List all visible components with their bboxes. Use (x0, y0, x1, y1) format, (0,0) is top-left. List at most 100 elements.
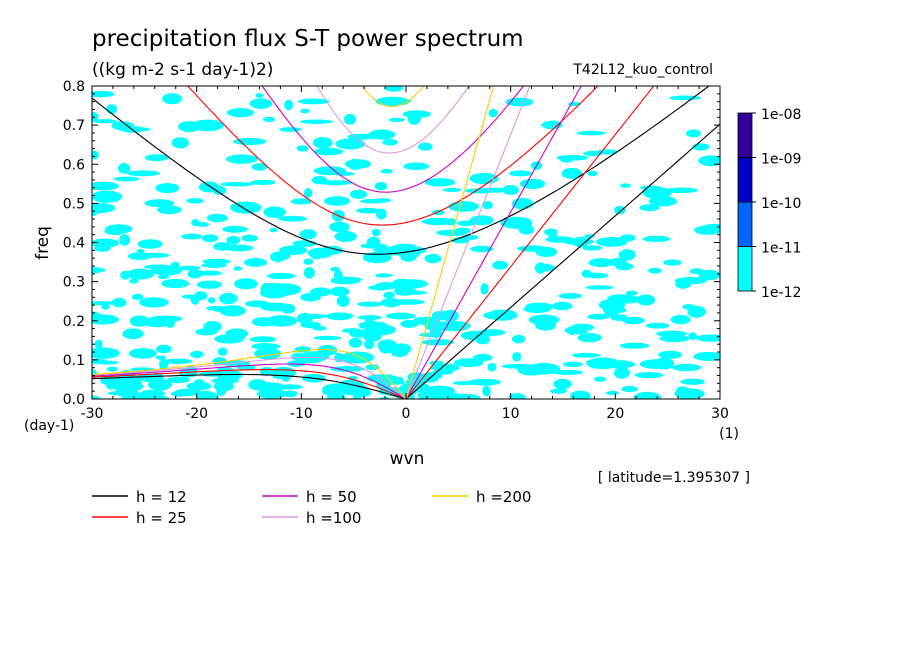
contour-blob (270, 251, 287, 262)
legend-label: h =200 (476, 488, 531, 506)
contour-blob (502, 184, 519, 195)
contour-blob (225, 328, 249, 339)
contour-blob (373, 198, 392, 203)
contour-blob (669, 95, 701, 101)
colorbar-swatch (737, 201, 753, 247)
contour-blob (111, 121, 134, 131)
contour-blob (216, 216, 226, 222)
contour-blob (383, 291, 395, 299)
contour-blob (698, 155, 720, 167)
y-tick-label: 0.8 (63, 79, 85, 95)
contour-blob (362, 252, 392, 264)
contour-blob (186, 198, 204, 204)
axis-ticks: -30 -20 -10 0 10 20 30 0.0 0.1 0.2 0.3 0.4 0.5 0.6 0.7… (63, 79, 729, 422)
contour-blob (300, 351, 330, 362)
contour-blob (92, 314, 119, 325)
contour-blob (279, 245, 308, 255)
contour-blob (703, 272, 717, 278)
contour-blob (207, 297, 216, 304)
y-tick-label: 0.4 (63, 236, 85, 252)
contour-blob (137, 239, 163, 249)
contour-blob (217, 347, 228, 356)
contour-blob (382, 139, 399, 146)
contour-blob (645, 322, 670, 329)
contour-blob (385, 312, 416, 320)
contour-blob (129, 278, 139, 284)
contour-blob (178, 121, 201, 133)
colorbar-label: 1e-08 (761, 107, 801, 123)
contour-blob (541, 120, 563, 130)
contour-blob (518, 224, 535, 235)
contour-blob (380, 168, 393, 174)
contour-blob (251, 163, 268, 171)
contour-blob (144, 199, 175, 208)
contour-blob (163, 358, 193, 364)
contour-blob (187, 269, 203, 279)
contour-blob (92, 190, 123, 203)
contour-blob (162, 93, 182, 105)
contour-blob (528, 314, 560, 325)
contour-blob (571, 352, 601, 358)
contour-blob (688, 332, 698, 340)
contour-blob (297, 98, 330, 105)
contour-blob (127, 252, 152, 260)
contour-blob (384, 86, 404, 92)
contour-blob (303, 267, 315, 279)
contour-blob (171, 137, 190, 149)
contour-blob (376, 208, 387, 220)
contour-blob (248, 379, 268, 391)
contour-blob (492, 260, 509, 270)
y-tick-label: 0.2 (63, 314, 85, 330)
contour-blob (480, 283, 489, 295)
contour-blob (195, 328, 218, 336)
contour-blob (594, 376, 607, 382)
contour-blob (587, 170, 598, 177)
curve-h200-gravity (361, 86, 425, 108)
colorbar-label: 1e-10 (761, 196, 801, 212)
contour-blob (92, 395, 100, 399)
contour-blob (278, 215, 308, 222)
contour-blob (348, 337, 363, 348)
contour-blob (379, 343, 394, 354)
contour-blob (170, 261, 180, 270)
contour-blob (642, 235, 671, 242)
contour-blob (116, 379, 140, 385)
contour-blob (483, 311, 509, 320)
contour-blob (117, 163, 131, 174)
contour-blob (694, 225, 720, 235)
contour-blob (299, 119, 334, 124)
contour-blob (312, 326, 327, 331)
contour-blob (307, 247, 333, 259)
contour-blob (92, 301, 117, 306)
contour-blob (300, 108, 310, 114)
contour-blob (245, 300, 270, 308)
contour-blob (262, 381, 274, 391)
y-unit-label: (day-1) (24, 418, 74, 434)
y-tick-label: 0.6 (63, 157, 85, 173)
colorbar: 1e-12 1e-11 1e-10 1e-09 1e-08 (737, 107, 801, 301)
contour-blob (365, 364, 380, 371)
contour-blob (523, 305, 551, 314)
contour-blob (608, 295, 642, 304)
contour-blob (558, 293, 583, 299)
curve-h100-gravity (316, 86, 470, 154)
contour-blob (244, 258, 268, 267)
contour-blob (106, 366, 118, 372)
y-tick-label: 0.3 (63, 275, 85, 291)
curve-h25-kelvin (405, 86, 655, 399)
dispersion-curves (92, 86, 720, 399)
contour-blob (587, 313, 609, 320)
contour-blob (157, 205, 182, 215)
contour-blob (241, 234, 258, 242)
contour-blob (269, 228, 278, 233)
contour-blob (581, 269, 592, 278)
contour-blob (511, 334, 526, 344)
y-tick-label: 0.5 (63, 196, 85, 212)
curve-h50-kelvin (405, 86, 582, 399)
contour-blob (193, 379, 205, 387)
curve-h25-gravity (187, 86, 599, 226)
contour-blob (659, 334, 690, 343)
x-tick-label: -20 (185, 406, 208, 422)
contour-blob (257, 388, 287, 399)
contour-blob (92, 111, 99, 122)
